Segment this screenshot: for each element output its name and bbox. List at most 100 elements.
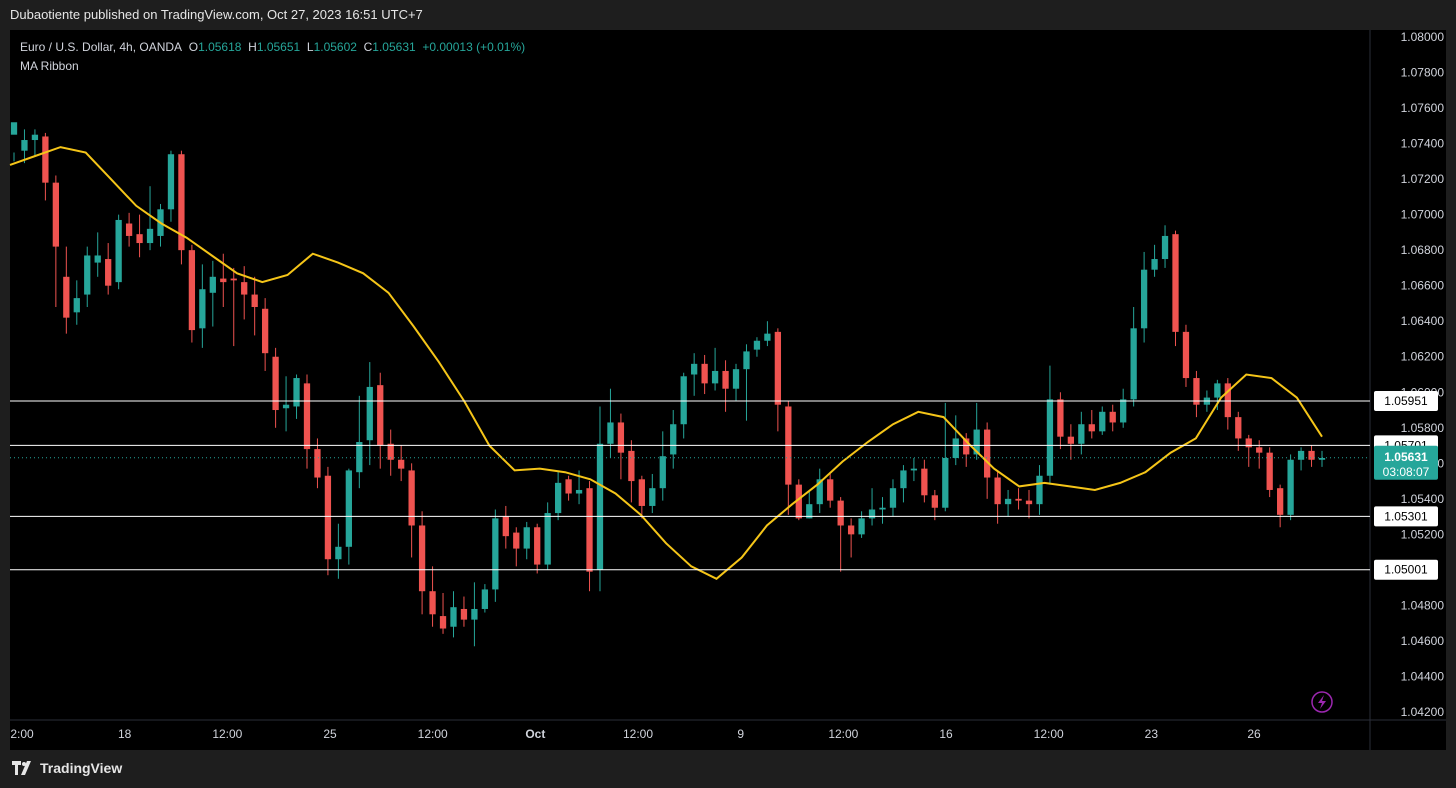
lightning-bolt-icon [1318,695,1326,709]
footer-bar [0,750,1456,788]
candle-body [460,608,468,620]
candle-body [1182,331,1190,379]
price-axis-tick: 1.04800 [1401,598,1445,612]
candle-body [732,369,740,389]
price-axis-tick: 1.06200 [1401,350,1445,364]
candle-body [84,255,91,295]
time-axis-tick: 12:00 [418,727,448,741]
price-axis-tick: 1.05800 [1401,421,1445,435]
candle-body [827,479,834,501]
candle-body [638,479,645,506]
countdown-label: 03:08:07 [1383,465,1430,479]
symbol-title[interactable]: Euro / U.S. Dollar, 4h, OANDA [20,40,183,54]
candle-body [1057,399,1064,437]
candle-body [471,608,478,620]
candle-body [764,333,771,341]
candle-body [52,182,59,247]
indicator-label[interactable]: MA Ribbon [20,59,79,73]
candle-body [21,140,28,151]
candle-body [188,250,196,331]
candle-body [31,134,39,141]
candle-body [1266,452,1273,490]
high-label: H [248,40,257,54]
candle-body [178,154,185,251]
candle-body [942,457,949,508]
time-axis-tick: 25 [323,727,337,741]
candle-body [1224,383,1231,418]
level-price-label: 1.05001 [1384,563,1428,577]
candle-body [1318,457,1326,460]
low-value: 1.05602 [313,40,357,54]
candle-body [146,228,154,244]
candle-body [136,234,143,244]
candle-body [10,122,18,135]
price-axis-tick: 1.07600 [1401,101,1445,115]
candle-body [795,484,802,519]
time-axis-tick: 12:00 [212,727,242,741]
candle-body [900,470,907,489]
candle-body [1235,417,1242,439]
candle-body [973,429,980,455]
candle-body [1120,399,1127,423]
time-axis-tick: 26 [1247,727,1261,741]
time-axis-tick: 12:00 [828,727,858,741]
candle-body [513,532,520,549]
candle-body [565,479,572,494]
time-axis-tick: 16 [939,727,953,741]
candle-body [722,370,729,389]
candle-body [1172,234,1179,332]
price-axis-tick: 1.04200 [1401,705,1445,719]
candle-body [806,504,813,519]
open-label: O [188,40,199,54]
candle-body [73,298,80,313]
candle-body [105,259,112,286]
publish-text: Dubaotiente published on TradingView.com… [10,7,423,22]
level-price-label: 1.05301 [1384,509,1428,523]
candle-body [492,518,499,590]
last-price-tag [1374,445,1438,480]
lightning-icon[interactable] [1311,691,1333,713]
price-axis-tick: 1.05200 [1401,527,1445,541]
candle-body [1245,438,1252,448]
candle-body [628,450,635,482]
candle-body [1088,424,1095,432]
candle-body [272,356,279,411]
candle-body [1099,411,1106,432]
candle-body [377,385,384,446]
candle-body [617,422,625,453]
candle-body [324,475,332,560]
low-label: L [306,40,314,54]
level-price-label: 1.05951 [1384,394,1428,408]
price-axis-tick: 1.08000 [1401,30,1445,44]
candle-body [63,276,70,318]
candle-body [1161,235,1169,260]
price-axis-tick: 1.07800 [1401,66,1445,80]
time-axis-tick: 9 [737,727,744,741]
candle-body [408,470,415,526]
ma-ribbon-line [9,146,1323,580]
publish-header: Dubaotiente published on TradingView.com… [0,0,1456,30]
time-axis-tick: 23 [1145,727,1159,741]
candle-body [554,482,562,514]
candle-body [1109,411,1116,423]
tradingview-logo-icon [12,761,31,775]
tradingview-logo[interactable]: TradingView [12,760,122,776]
price-axis-tick: 1.07200 [1401,172,1445,186]
level-price-tag [1374,390,1438,411]
candle-body [649,488,656,506]
candle-body [659,456,666,489]
price-axis-tick: 1.07000 [1401,208,1445,222]
last-price-label: 1.05631 [1384,450,1428,464]
candle-body [1078,424,1085,444]
candle-body [209,276,216,293]
candle-body [199,289,206,329]
candle-body [303,383,311,450]
candle-body [868,509,876,519]
chart-legend: Euro / U.S. Dollar, 4h, OANDA O1.05618 H… [20,38,525,76]
price-axis-tick: 1.05400 [1401,492,1445,506]
candle-body [847,525,855,535]
chart-panel[interactable] [10,30,1446,750]
candle-body [366,386,373,441]
candle-body [596,443,604,570]
